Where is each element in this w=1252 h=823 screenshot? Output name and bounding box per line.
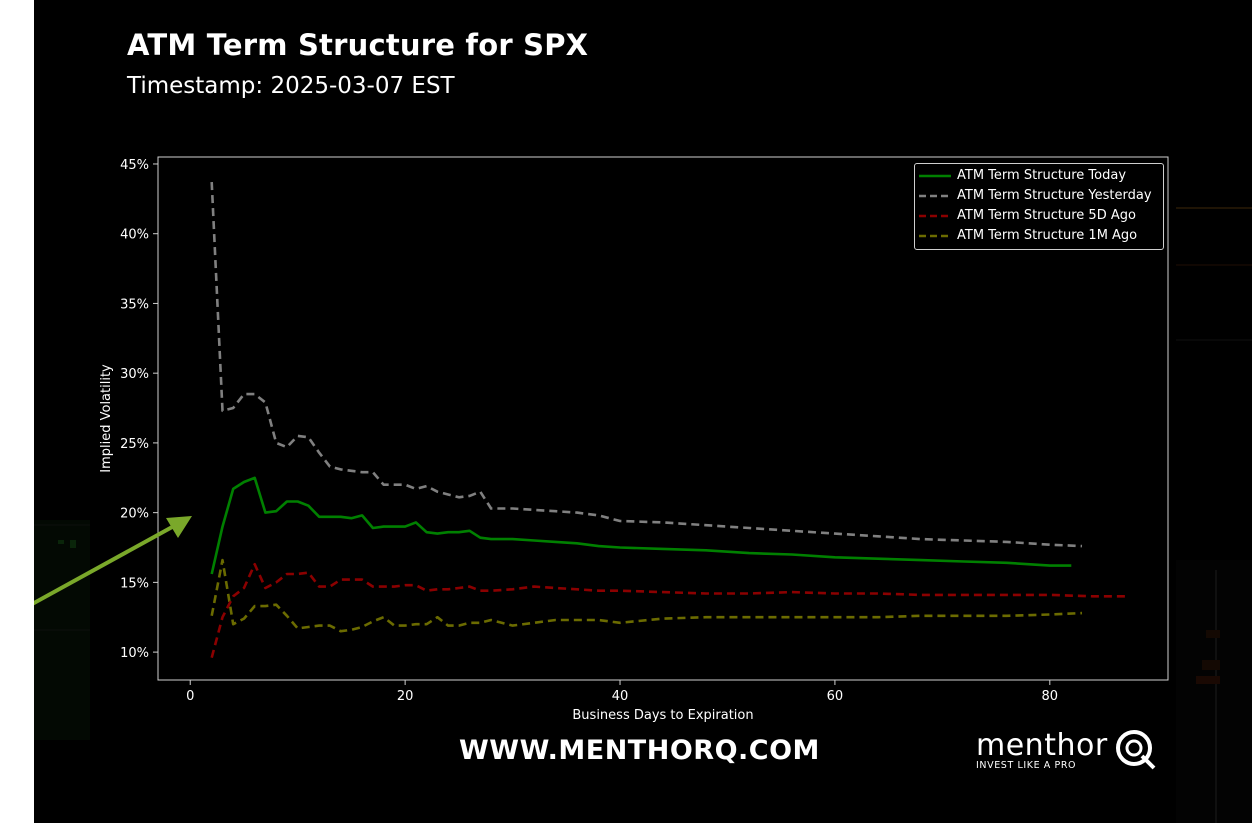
website-link[interactable]: WWW.MENTHORQ.COM: [459, 735, 820, 766]
annotation-arrow-shaft: [34, 524, 175, 606]
y-tick-label: 25%: [120, 437, 149, 452]
series-line-5d-ago: [210, 562, 1125, 659]
y-tick-label: 30%: [120, 367, 149, 382]
chart-title: ATM Term Structure for SPX: [127, 28, 589, 62]
y-tick-label: 15%: [120, 576, 149, 591]
x-tick-label: 20: [397, 689, 414, 704]
annotation-arrow-head: [166, 516, 192, 538]
chart-subtitle: Timestamp: 2025-03-07 EST: [127, 73, 455, 99]
legend-item-5d-ago: ATM Term Structure 5D Ago: [915, 206, 1163, 226]
y-tick-label: 40%: [120, 228, 149, 243]
brand-tagline: INVEST LIKE A PRO: [976, 760, 1077, 771]
background-ghost-left: [34, 520, 90, 740]
legend-item-1m-ago: ATM Term Structure 1M Ago: [915, 226, 1163, 246]
legend-label-5d-ago: ATM Term Structure 5D Ago: [957, 208, 1136, 223]
chart-plot: 0 20 40 60 80 10% 15% 20% 25% 30% 35% 40% 45% Busines…: [34, 156, 1169, 723]
y-tick-label: 35%: [120, 297, 149, 312]
y-tick-label: 45%: [120, 158, 149, 173]
series-line-today: [210, 476, 1072, 575]
legend-label-1m-ago: ATM Term Structure 1M Ago: [957, 228, 1138, 243]
legend-item-yesterday: ATM Term Structure Yesterday: [915, 186, 1163, 206]
brand-q-icon: [1116, 730, 1156, 770]
chart-canvas: ATM Term Structure for SPX Timestamp: 20…: [34, 0, 1252, 823]
legend-label-yesterday: ATM Term Structure Yesterday: [957, 188, 1152, 203]
background-ghost-right: [1176, 207, 1252, 823]
x-tick-label: 80: [1042, 689, 1059, 704]
brand-name: menthor: [976, 728, 1108, 763]
x-tick-label: 40: [612, 689, 629, 704]
x-tick-label: 60: [827, 689, 844, 704]
y-tick-label: 10%: [120, 646, 149, 661]
x-tick-label: 0: [186, 689, 194, 704]
series-line-yesterday: [210, 182, 1083, 548]
x-axis-label: Business Days to Expiration: [572, 708, 753, 723]
plot-frame: [157, 156, 1169, 681]
legend-swatch-5d-ago: [919, 214, 951, 218]
brand-logo: menthor INVEST LIKE A PRO: [976, 728, 1156, 771]
series-line-1m-ago: [210, 558, 1083, 633]
chart-legend: ATM Term Structure Today ATM Term Struct…: [914, 163, 1164, 250]
legend-item-today: ATM Term Structure Today: [915, 166, 1163, 186]
legend-swatch-1m-ago: [919, 234, 951, 238]
legend-swatch-yesterday: [919, 194, 951, 198]
y-axis-label: Implied Volatility: [99, 364, 114, 473]
legend-label-today: ATM Term Structure Today: [957, 168, 1127, 183]
y-tick-label: 20%: [120, 507, 149, 522]
legend-swatch-today: [919, 174, 951, 178]
